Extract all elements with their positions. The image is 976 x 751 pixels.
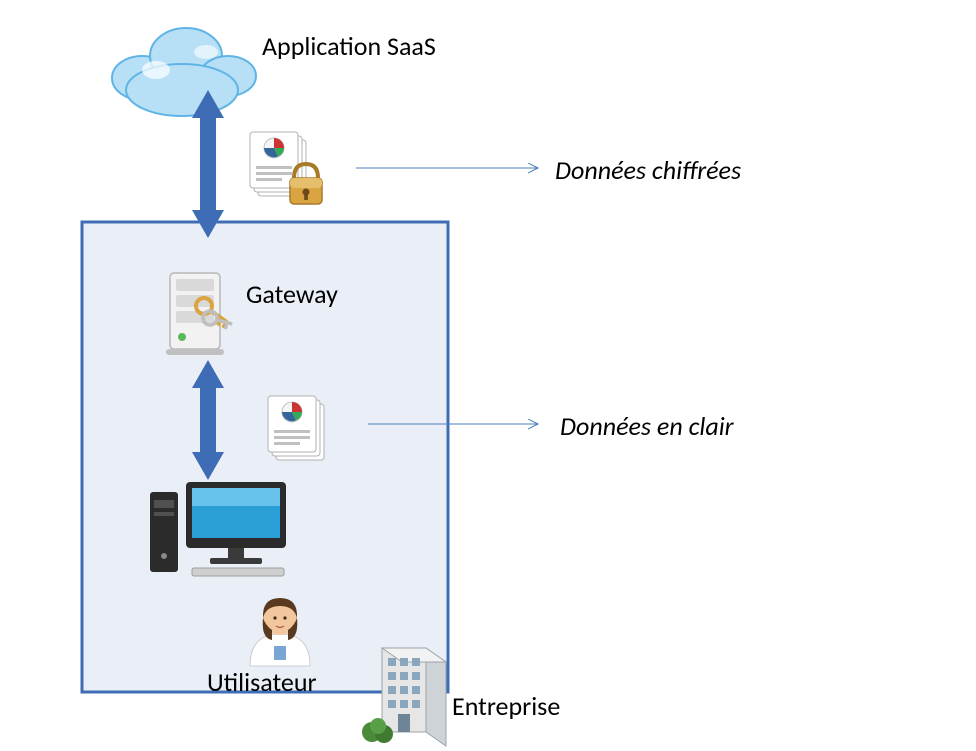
label-utilisateur: Utilisateur (207, 666, 317, 698)
double-arrow-mid (192, 360, 224, 480)
lock-icon (290, 164, 322, 204)
label-app-saas: Application SaaS (262, 30, 436, 62)
computer-icon (150, 482, 286, 576)
double-arrow-top (192, 90, 224, 238)
user-icon (250, 598, 310, 666)
server-icon (166, 273, 224, 355)
diagram-canvas (0, 0, 976, 751)
clear-doc-icon (268, 396, 324, 460)
label-gateway: Gateway (246, 278, 338, 310)
building-icon (362, 648, 446, 746)
encrypted-doc-icon (250, 126, 306, 196)
label-donnees-en-clair: Données en clair (560, 410, 734, 442)
cloud-icon (112, 28, 256, 116)
label-donnees-chiffrees: Données chiffrées (555, 154, 741, 186)
label-entreprise: Entreprise (452, 690, 560, 722)
keys-icon (193, 295, 234, 331)
